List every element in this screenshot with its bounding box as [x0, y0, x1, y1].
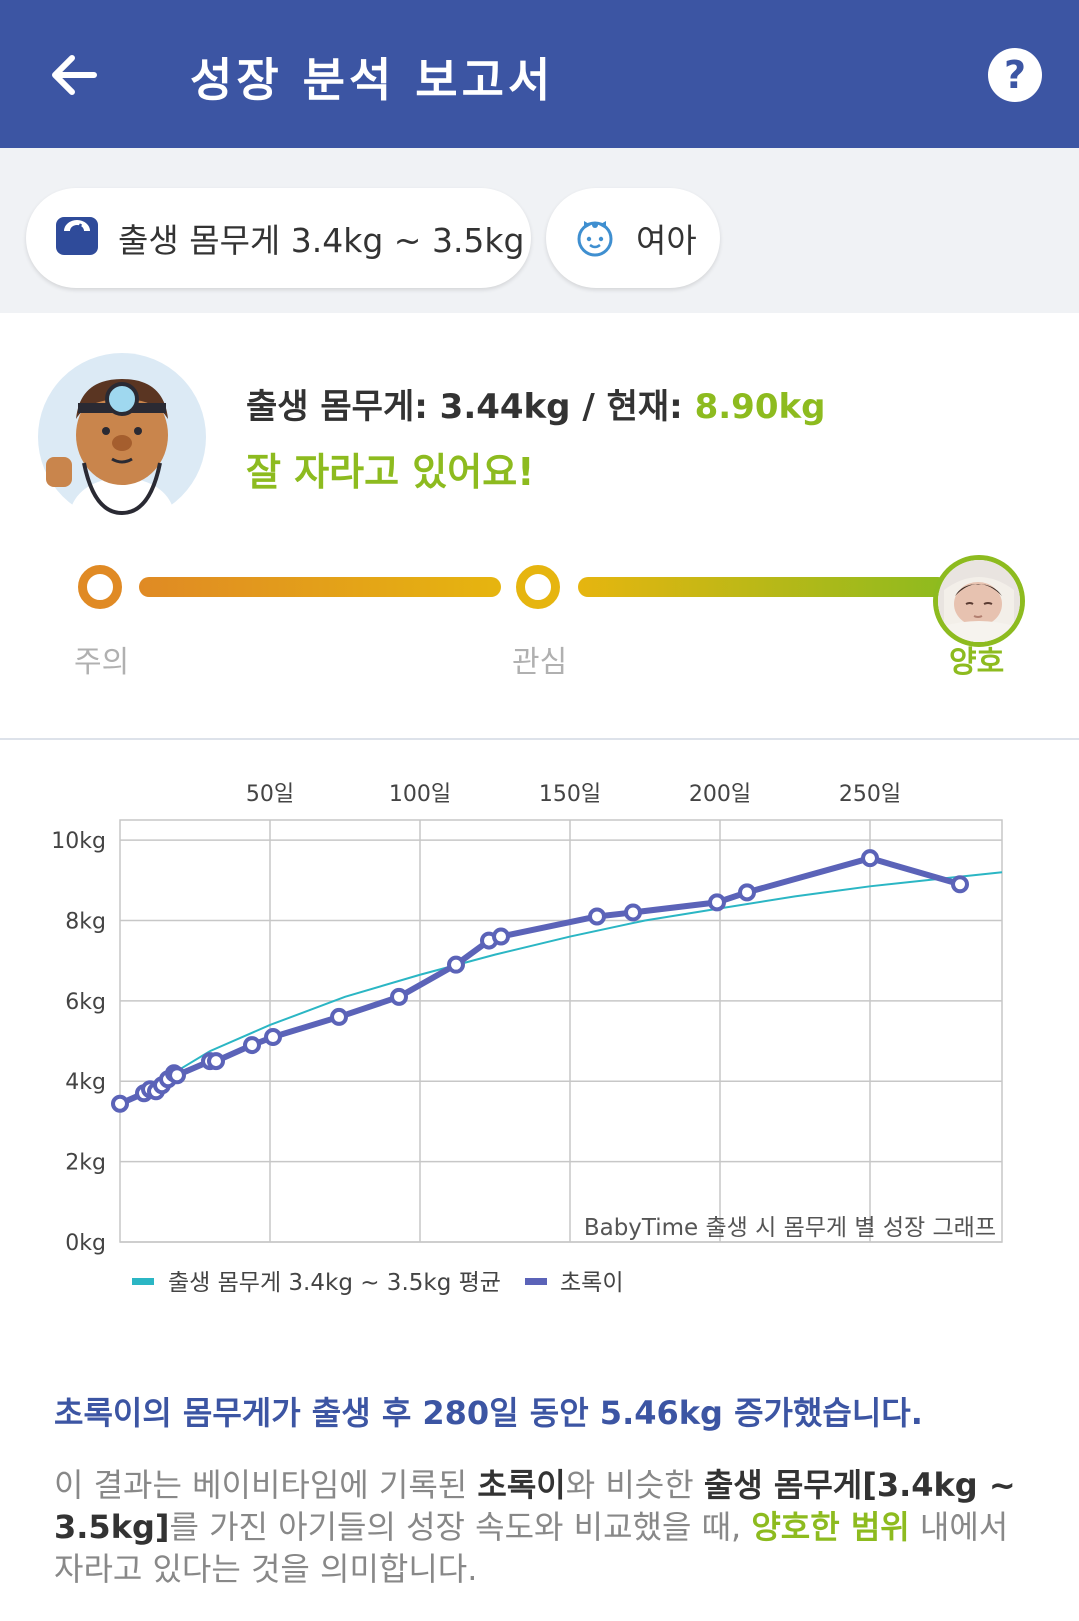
baby-data-point: [708, 893, 726, 912]
growth-chart: 0kg 2kg 4kg 6kg 8kg 10kg 50일 100일 150일 200일 250일 B…: [0, 760, 1079, 1300]
baby-data-point: [447, 955, 465, 974]
baby-data-point: [390, 987, 408, 1006]
y-tick-label: 2kg: [65, 1151, 106, 1176]
baby-data-point: [111, 1094, 129, 1113]
y-tick-label: 4kg: [65, 1070, 106, 1095]
level-label-caution: 주의: [74, 645, 130, 680]
caution-level-marker: [78, 565, 122, 609]
result-description: 이 결과는 베이비타임에 기록된 초록이와 비슷한 출생 몸무게[3.4kg ~…: [54, 1466, 1016, 1588]
baby-name: 초록이: [477, 1466, 566, 1504]
level-label-concern: 관심: [512, 645, 568, 680]
x-tick-label: 200일: [689, 782, 751, 807]
y-tick-label: 8kg: [65, 909, 106, 934]
good-range-emphasis: 양호한 범위: [751, 1508, 910, 1546]
page-title: 성장 분석 보고서: [190, 53, 555, 107]
current-weight: 8.90kg: [694, 387, 826, 427]
concern-to-good-bar: [578, 577, 948, 597]
y-tick-label: 10kg: [51, 829, 106, 854]
legend-label-baby: 초록이: [560, 1270, 623, 1296]
result-title: 초록이의 몸무게가 출생 후 280일 동안 5.46kg 증가했습니다.: [54, 1394, 923, 1432]
gender-label: 여아: [636, 221, 697, 260]
baby-avatar: [933, 555, 1025, 647]
legend-swatch-average: [132, 1278, 154, 1285]
app-bar: 성장 분석 보고서 ?: [0, 0, 1079, 148]
gender-chip[interactable]: 여아: [546, 188, 720, 288]
doctor-avatar: [38, 353, 206, 521]
chart-legend: 출생 몸무게 3.4kg ~ 3.5kg 평균 초록이: [132, 1270, 623, 1296]
baby-data-point: [738, 883, 756, 902]
baby-data-point: [330, 1007, 348, 1026]
help-icon[interactable]: ?: [988, 48, 1042, 102]
chart-watermark: BabyTime 출생 시 몸무게 별 성장 그래프: [584, 1215, 996, 1241]
baby-data-point: [264, 1028, 282, 1047]
back-arrow-icon[interactable]: [40, 40, 110, 110]
concern-level-marker: [516, 565, 560, 609]
y-tick-label: 6kg: [65, 990, 106, 1015]
weight-range-chip[interactable]: 출생 몸무게 3.4kg ~ 3.5kg: [26, 188, 531, 288]
growth-chart-svg: 0kg 2kg 4kg 6kg 8kg 10kg 50일 100일 150일 200일 250일 B…: [51, 782, 1003, 1296]
baby-data-point: [861, 849, 879, 868]
status-message: 잘 자라고 있어요!: [246, 450, 535, 494]
scale-icon: [54, 215, 100, 261]
average-growth-line: [119, 871, 1003, 1107]
weight-range-label: 출생 몸무게 3.4kg ~ 3.5kg: [118, 221, 525, 260]
legend-swatch-baby: [525, 1278, 547, 1285]
x-tick-label: 150일: [539, 782, 601, 807]
baby-data-point: [168, 1066, 186, 1085]
growth-summary: 출생 몸무게: 3.44kg / 현재: 8.90kg 잘 자라고 있어요! 주…: [0, 313, 1079, 740]
baby-data-point: [624, 903, 642, 922]
baby-data-point: [492, 927, 510, 946]
baby-data-point: [207, 1052, 225, 1071]
weight-range-emphasis: 출생 몸무게[3.4kg ~ 3.5kg]: [54, 1466, 1016, 1546]
y-tick-label: 0kg: [65, 1231, 106, 1256]
legend-label-average: 출생 몸무게 3.4kg ~ 3.5kg 평균: [168, 1270, 501, 1296]
baby-data-point: [951, 875, 969, 894]
filter-bar: 출생 몸무게 3.4kg ~ 3.5kg 여아: [0, 148, 1079, 313]
x-tick-label: 50일: [246, 782, 294, 807]
baby-girl-icon: [572, 213, 618, 263]
baby-data-point: [588, 907, 606, 926]
weight-summary: 출생 몸무게: 3.44kg / 현재: 8.90kg: [246, 387, 826, 427]
baby-data-point: [243, 1036, 261, 1055]
level-label-good: 양호: [949, 645, 1005, 680]
x-tick-label: 250일: [839, 782, 901, 807]
caution-to-concern-bar: [139, 577, 501, 597]
baby-growth-line: [118, 855, 961, 1107]
x-tick-label: 100일: [389, 782, 451, 807]
